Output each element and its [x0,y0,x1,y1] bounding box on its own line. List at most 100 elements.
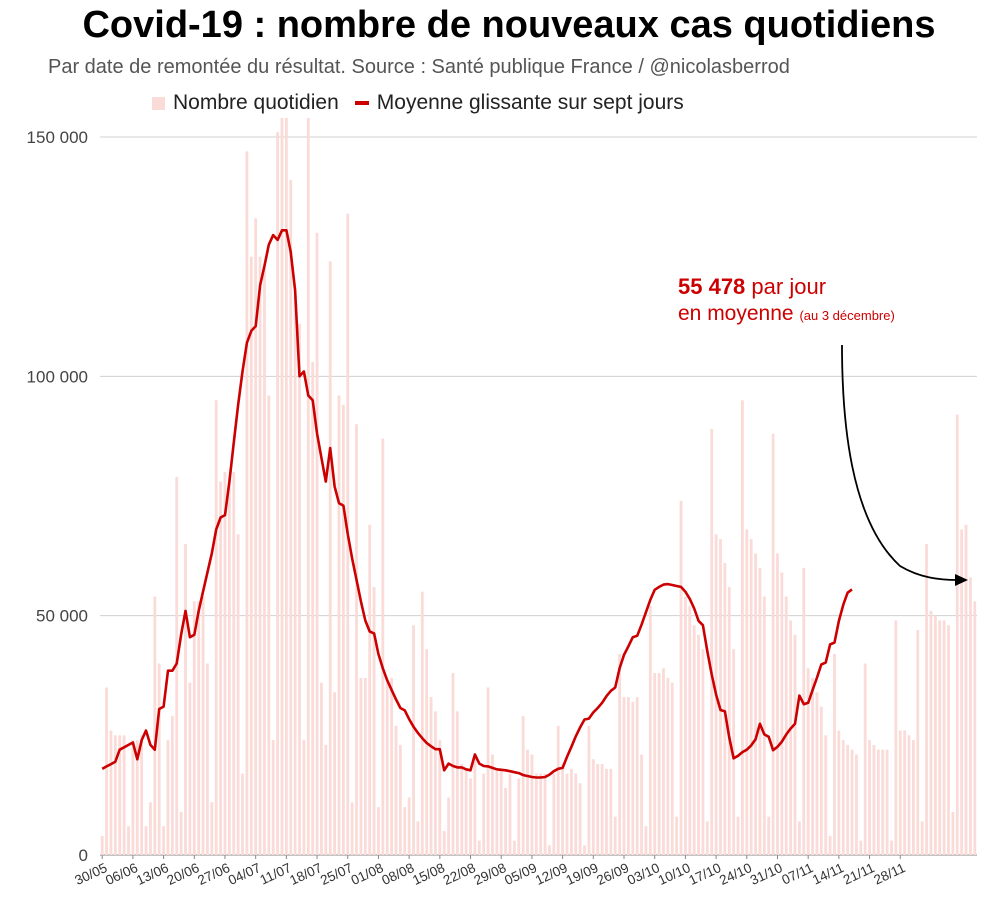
bar [390,677,394,855]
bar [903,730,907,855]
bar [267,395,271,855]
bar [929,610,933,855]
bar [640,754,643,855]
bar [683,596,687,855]
bar [368,524,372,855]
bar [539,773,543,855]
bar [100,835,104,855]
bar [289,180,293,855]
bar [249,256,253,856]
bar [447,797,451,855]
bar [574,773,578,855]
bar [872,744,876,855]
bar [789,620,793,855]
bar [504,787,508,855]
bar [341,405,345,855]
bar [337,395,341,855]
bar [670,682,674,855]
bar [692,625,696,855]
bar [569,768,573,855]
bar [701,649,705,855]
bar [236,534,240,855]
bar [762,596,766,855]
bar [127,826,130,855]
bar [350,802,354,855]
gridlines [100,136,977,856]
annotation-arrow [841,344,968,586]
bar [394,725,398,855]
annotation: 55 478 par jour en moyenne (au 3 décembr… [678,274,895,326]
bar [482,773,486,855]
bar [512,840,516,855]
bar [723,563,727,855]
bar [916,630,920,855]
bar [811,677,814,855]
bar [876,749,880,855]
bar [824,735,828,855]
y-tick-label: 0 [79,846,88,865]
bar [578,783,582,855]
bar [425,649,429,855]
bar [969,577,972,855]
bar [767,816,771,855]
bar [521,716,525,855]
bar [925,543,928,855]
moving-average-line [101,229,853,779]
bar [162,826,165,855]
annotation-arrowhead [955,574,968,586]
bar [223,472,227,855]
chart-subtitle: Par date de remontée du résultat. Source… [48,56,790,78]
bar [263,266,266,855]
y-tick-label: 50 000 [36,607,88,626]
bar [429,697,433,855]
bar [951,811,955,855]
bar [793,634,797,855]
bar [780,572,784,855]
bar [561,764,565,855]
bar [324,744,328,855]
bar [626,697,630,855]
bar [280,118,284,855]
bar [679,500,683,855]
bar [455,711,459,855]
bar [798,821,801,855]
bar [254,218,258,855]
bar [771,433,775,855]
bar [710,428,714,855]
bar [644,826,648,855]
bar [407,797,411,855]
bar [855,754,858,855]
bar [859,840,863,855]
bar [438,740,442,855]
bar [784,596,788,855]
bar [355,424,358,855]
bar [293,294,297,856]
bar [118,735,122,855]
bar [464,768,468,855]
bar [201,596,205,855]
bar [833,653,836,855]
bar [473,754,477,855]
bar [938,620,942,855]
x-axis-ticks: 30/0506/0613/0620/0627/0604/0711/0718/07… [72,855,908,888]
annotation-line2: en moyenne [678,302,794,325]
legend-label-bars: Nombre quotidien [173,91,339,114]
bar [398,744,402,855]
bar [837,730,841,855]
bar [806,668,810,855]
bar [890,840,893,855]
bar [227,476,231,855]
bar [219,481,222,855]
bar [491,754,494,855]
bar [609,768,613,855]
bar [188,682,192,855]
chart-title: Covid-19 : nombre de nouveaux cas quotid… [82,4,936,46]
bar [960,529,964,855]
bar [868,740,871,855]
bar [942,620,946,855]
bar [477,840,481,855]
legend: Nombre quotidien Moyenne glissante sur s… [152,91,684,115]
bar [359,677,363,855]
bar [749,539,753,855]
